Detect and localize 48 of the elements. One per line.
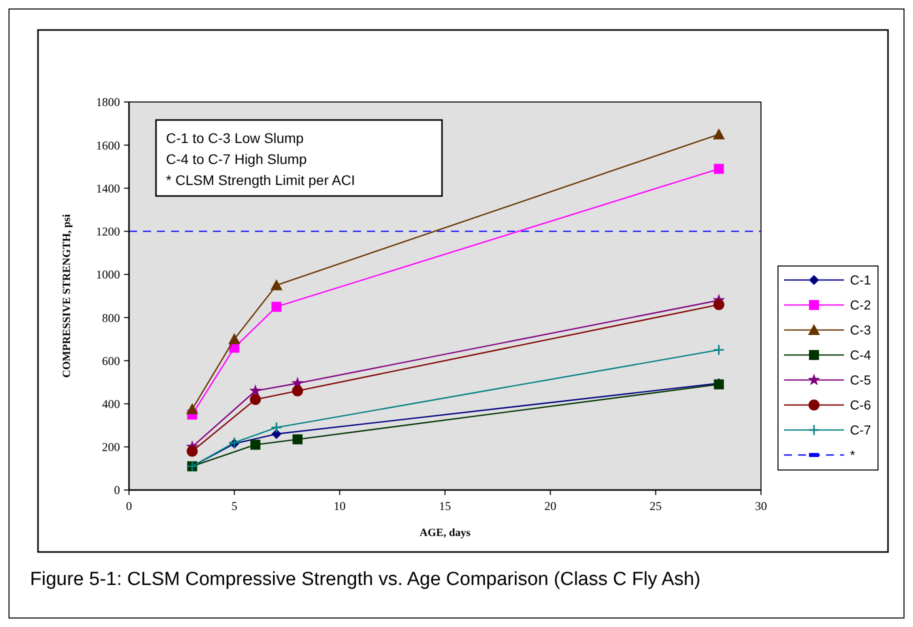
annotation: C-1 to C-3 Low Slump — [166, 130, 304, 146]
y-tick-label: 1800 — [96, 95, 120, 110]
x-tick-label: 10 — [334, 499, 346, 513]
x-tick-label: 15 — [439, 499, 451, 513]
y-tick-label: 1200 — [96, 224, 120, 239]
point — [228, 333, 240, 344]
legend-label: C-1 — [850, 272, 871, 288]
point — [712, 128, 725, 140]
point — [292, 385, 304, 396]
x-tick-label: 25 — [650, 499, 662, 513]
point — [292, 434, 303, 444]
x-axis-title: AGE, days — [420, 527, 472, 539]
x-tick-label: 5 — [231, 499, 238, 513]
y-tick-label: 1400 — [96, 181, 120, 196]
x-tick-label: 30 — [755, 499, 767, 513]
y-axis-title: COMPRESSIVE STRENGTH, psi — [61, 214, 73, 378]
y-tick-label: 1000 — [96, 268, 120, 282]
point — [271, 302, 282, 312]
point — [250, 394, 261, 405]
annotation: C-4 to C-7 High Slump — [166, 151, 308, 167]
legend-label: C-7 — [850, 422, 871, 438]
point — [714, 164, 724, 174]
legend-label: C-3 — [850, 322, 871, 338]
point — [186, 446, 198, 457]
y-tick-label: 600 — [102, 354, 120, 368]
point — [270, 279, 282, 290]
point — [713, 299, 724, 310]
legend-label: * — [850, 448, 856, 463]
point — [250, 440, 260, 450]
y-tick-label: 0 — [114, 483, 120, 498]
point — [249, 384, 262, 396]
annotation: * CLSM Strength Limit per ACI — [166, 172, 356, 188]
x-tick-label: 0 — [126, 499, 132, 513]
caption: Figure 5-1: CLSM Compressive Strength vs. Age Comparison (Class C Fly Ash) — [30, 569, 701, 590]
legend-label: C-6 — [850, 398, 871, 413]
point — [270, 422, 282, 434]
note-box: C-1 to C-3 Low Slump C-4 to C-7 High Slump * CLSM Strength Limit per ACI — [155, 119, 443, 197]
point — [271, 428, 282, 439]
point — [186, 403, 198, 414]
y-tick-label: 1600 — [96, 138, 120, 152]
legend-label: C-2 — [850, 298, 871, 313]
x-tick-label: 20 — [544, 499, 556, 513]
legend-label: C-5 — [850, 372, 871, 388]
point — [713, 344, 725, 356]
y-tick-label: 400 — [102, 396, 120, 411]
y-tick-label: 800 — [102, 310, 120, 325]
legend-label: C-4 — [850, 348, 871, 363]
y-tick-label: 200 — [102, 440, 120, 454]
